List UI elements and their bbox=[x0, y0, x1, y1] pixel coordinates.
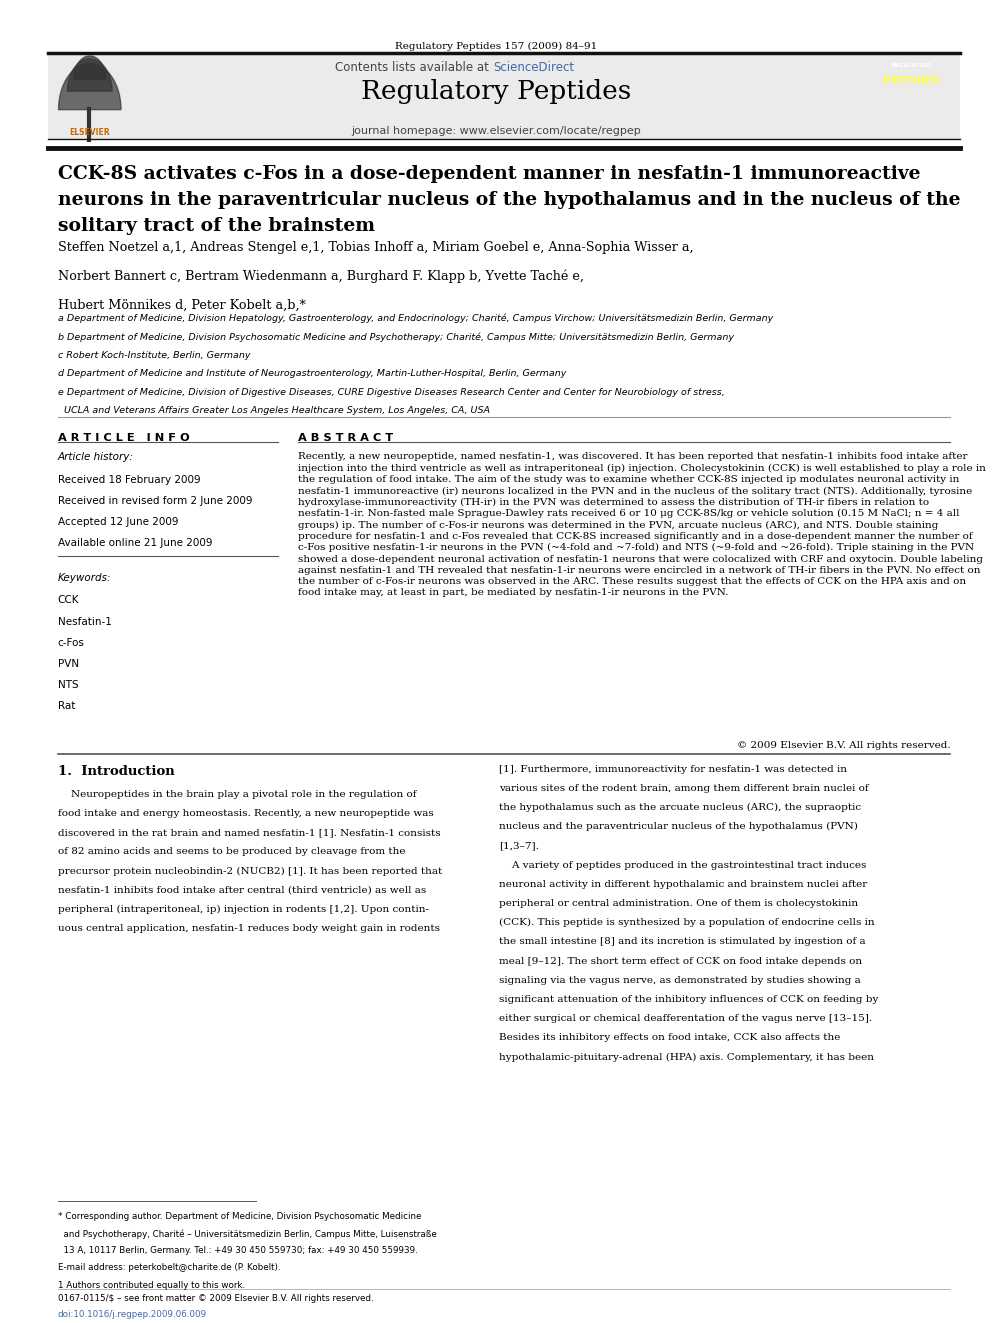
Text: Regulatory Peptides: Regulatory Peptides bbox=[361, 79, 631, 105]
Text: Received 18 February 2009: Received 18 February 2009 bbox=[58, 475, 200, 486]
Text: hypothalamic-pituitary-adrenal (HPA) axis. Complementary, it has been: hypothalamic-pituitary-adrenal (HPA) axi… bbox=[499, 1053, 874, 1061]
Text: UCLA and Veterans Affairs Greater Los Angeles Healthcare System, Los Angeles, CA: UCLA and Veterans Affairs Greater Los An… bbox=[58, 406, 489, 415]
Text: 0167-0115/$ – see front matter © 2009 Elsevier B.V. All rights reserved.: 0167-0115/$ – see front matter © 2009 El… bbox=[58, 1294, 373, 1303]
Text: c Robert Koch-Institute, Berlin, Germany: c Robert Koch-Institute, Berlin, Germany bbox=[58, 351, 250, 360]
Text: Norbert Bannert c, Bertram Wiedenmann a, Burghard F. Klapp b, Yvette Taché e,: Norbert Bannert c, Bertram Wiedenmann a,… bbox=[58, 270, 583, 283]
Text: significant attenuation of the inhibitory influences of CCK on feeding by: significant attenuation of the inhibitor… bbox=[499, 995, 878, 1004]
Text: doi:10.1016/j.regpep.2009.06.009: doi:10.1016/j.regpep.2009.06.009 bbox=[58, 1310, 206, 1319]
Text: Article history:: Article history: bbox=[58, 452, 133, 463]
Text: neuronal activity in different hypothalamic and brainstem nuclei after: neuronal activity in different hypothala… bbox=[499, 880, 867, 889]
Text: various sites of the rodent brain, among them different brain nuclei of: various sites of the rodent brain, among… bbox=[499, 783, 869, 792]
Text: d Department of Medicine and Institute of Neurogastroenterology, Martin-Luther-H: d Department of Medicine and Institute o… bbox=[58, 369, 565, 378]
Text: precursor protein nucleobindin-2 (NUCB2) [1]. It has been reported that: precursor protein nucleobindin-2 (NUCB2)… bbox=[58, 867, 441, 876]
Text: Hubert Mönnikes d, Peter Kobelt a,b,*: Hubert Mönnikes d, Peter Kobelt a,b,* bbox=[58, 299, 306, 312]
Text: peripheral (intraperitoneal, ip) injection in rodents [1,2]. Upon contin-: peripheral (intraperitoneal, ip) injecti… bbox=[58, 905, 429, 914]
Text: Recently, a new neuropeptide, named nesfatin-1, was discovered. It has been repo: Recently, a new neuropeptide, named nesf… bbox=[298, 452, 985, 598]
Text: [1]. Furthermore, immunoreactivity for nesfatin-1 was detected in: [1]. Furthermore, immunoreactivity for n… bbox=[499, 765, 847, 774]
Text: REGULATORY: REGULATORY bbox=[891, 64, 932, 67]
Text: CCK-8S activates c-Fos in a dose-dependent manner in nesfatin-1 immunoreactive
n: CCK-8S activates c-Fos in a dose-depende… bbox=[58, 165, 960, 234]
Text: Received in revised form 2 June 2009: Received in revised form 2 June 2009 bbox=[58, 496, 252, 507]
Text: PEPTIDES: PEPTIDES bbox=[883, 77, 940, 86]
Text: meal [9–12]. The short term effect of CCK on food intake depends on: meal [9–12]. The short term effect of CC… bbox=[499, 957, 862, 966]
Text: e Department of Medicine, Division of Digestive Diseases, CURE Digestive Disease: e Department of Medicine, Division of Di… bbox=[58, 388, 724, 397]
Text: the hypothalamus such as the arcuate nucleus (ARC), the supraoptic: the hypothalamus such as the arcuate nuc… bbox=[499, 803, 861, 812]
Text: * Corresponding author. Department of Medicine, Division Psychosomatic Medicine: * Corresponding author. Department of Me… bbox=[58, 1212, 421, 1221]
Text: Rat: Rat bbox=[58, 701, 75, 712]
Text: 13 A, 10117 Berlin, Germany. Tel.: +49 30 450 559730; fax: +49 30 450 559939.: 13 A, 10117 Berlin, Germany. Tel.: +49 3… bbox=[58, 1246, 418, 1256]
Text: Contents lists available at: Contents lists available at bbox=[335, 61, 493, 74]
Text: 1.  Introduction: 1. Introduction bbox=[58, 765, 175, 778]
Text: Available online 21 June 2009: Available online 21 June 2009 bbox=[58, 538, 212, 549]
Text: © 2009 Elsevier B.V. All rights reserved.: © 2009 Elsevier B.V. All rights reserved… bbox=[737, 741, 950, 750]
Text: either surgical or chemical deafferentation of the vagus nerve [13–15].: either surgical or chemical deafferentat… bbox=[499, 1015, 872, 1023]
Text: uous central application, nesfatin-1 reduces body weight gain in rodents: uous central application, nesfatin-1 red… bbox=[58, 925, 439, 933]
Text: nesfatin-1 inhibits food intake after central (third ventricle) as well as: nesfatin-1 inhibits food intake after ce… bbox=[58, 886, 426, 894]
Text: of 82 amino acids and seems to be produced by cleavage from the: of 82 amino acids and seems to be produc… bbox=[58, 848, 405, 856]
Text: Accepted 12 June 2009: Accepted 12 June 2009 bbox=[58, 517, 178, 528]
Text: discovered in the rat brain and named nesfatin-1 [1]. Nesfatin-1 consists: discovered in the rat brain and named ne… bbox=[58, 828, 440, 837]
Text: (CCK). This peptide is synthesized by a population of endocrine cells in: (CCK). This peptide is synthesized by a … bbox=[499, 918, 875, 927]
Text: journal homepage: www.elsevier.com/locate/regpep: journal homepage: www.elsevier.com/locat… bbox=[351, 126, 641, 136]
Text: ScienceDirect: ScienceDirect bbox=[493, 61, 574, 74]
Text: Besides its inhibitory effects on food intake, CCK also affects the: Besides its inhibitory effects on food i… bbox=[499, 1033, 840, 1043]
Text: CCK: CCK bbox=[58, 595, 79, 606]
Text: a Department of Medicine, Division Hepatology, Gastroenterology, and Endocrinolo: a Department of Medicine, Division Hepat… bbox=[58, 314, 773, 323]
Text: Steffen Noetzel a,1, Andreas Stengel e,1, Tobias Inhoff a, Miriam Goebel e, Anna: Steffen Noetzel a,1, Andreas Stengel e,1… bbox=[58, 241, 693, 254]
Text: ELSEVIER: ELSEVIER bbox=[69, 128, 109, 136]
Text: and Psychotherapy, Charité – Universitätsmedizin Berlin, Campus Mitte, Luisenstr: and Psychotherapy, Charité – Universität… bbox=[58, 1229, 436, 1238]
Text: nucleus and the paraventricular nucleus of the hypothalamus (PVN): nucleus and the paraventricular nucleus … bbox=[499, 823, 858, 831]
Text: Neuropeptides in the brain play a pivotal role in the regulation of: Neuropeptides in the brain play a pivota… bbox=[58, 790, 416, 799]
Text: E-mail address: peterkobelt@charite.de (P. Kobelt).: E-mail address: peterkobelt@charite.de (… bbox=[58, 1263, 280, 1273]
Text: signaling via the vagus nerve, as demonstrated by studies showing a: signaling via the vagus nerve, as demons… bbox=[499, 976, 861, 984]
Text: NTS: NTS bbox=[58, 680, 78, 691]
Text: food intake and energy homeostasis. Recently, a new neuropeptide was: food intake and energy homeostasis. Rece… bbox=[58, 808, 434, 818]
Text: Regulatory Peptides 157 (2009) 84–91: Regulatory Peptides 157 (2009) 84–91 bbox=[395, 42, 597, 52]
Text: 1 Authors contributed equally to this work.: 1 Authors contributed equally to this wo… bbox=[58, 1281, 245, 1290]
Text: the small intestine [8] and its incretion is stimulated by ingestion of a: the small intestine [8] and its incretio… bbox=[499, 938, 866, 946]
Text: c-Fos: c-Fos bbox=[58, 638, 84, 648]
Text: Keywords:: Keywords: bbox=[58, 573, 111, 583]
Text: [1,3–7].: [1,3–7]. bbox=[499, 841, 539, 851]
Text: Nesfatin-1: Nesfatin-1 bbox=[58, 617, 111, 627]
Text: A R T I C L E   I N F O: A R T I C L E I N F O bbox=[58, 433, 189, 443]
Text: peripheral or central administration. One of them is cholecystokinin: peripheral or central administration. On… bbox=[499, 900, 858, 908]
Text: A B S T R A C T: A B S T R A C T bbox=[298, 433, 393, 443]
Text: A variety of peptides produced in the gastrointestinal tract induces: A variety of peptides produced in the ga… bbox=[499, 861, 866, 869]
Text: PVN: PVN bbox=[58, 659, 78, 669]
Text: b Department of Medicine, Division Psychosomatic Medicine and Psychotherapy; Cha: b Department of Medicine, Division Psych… bbox=[58, 332, 733, 341]
